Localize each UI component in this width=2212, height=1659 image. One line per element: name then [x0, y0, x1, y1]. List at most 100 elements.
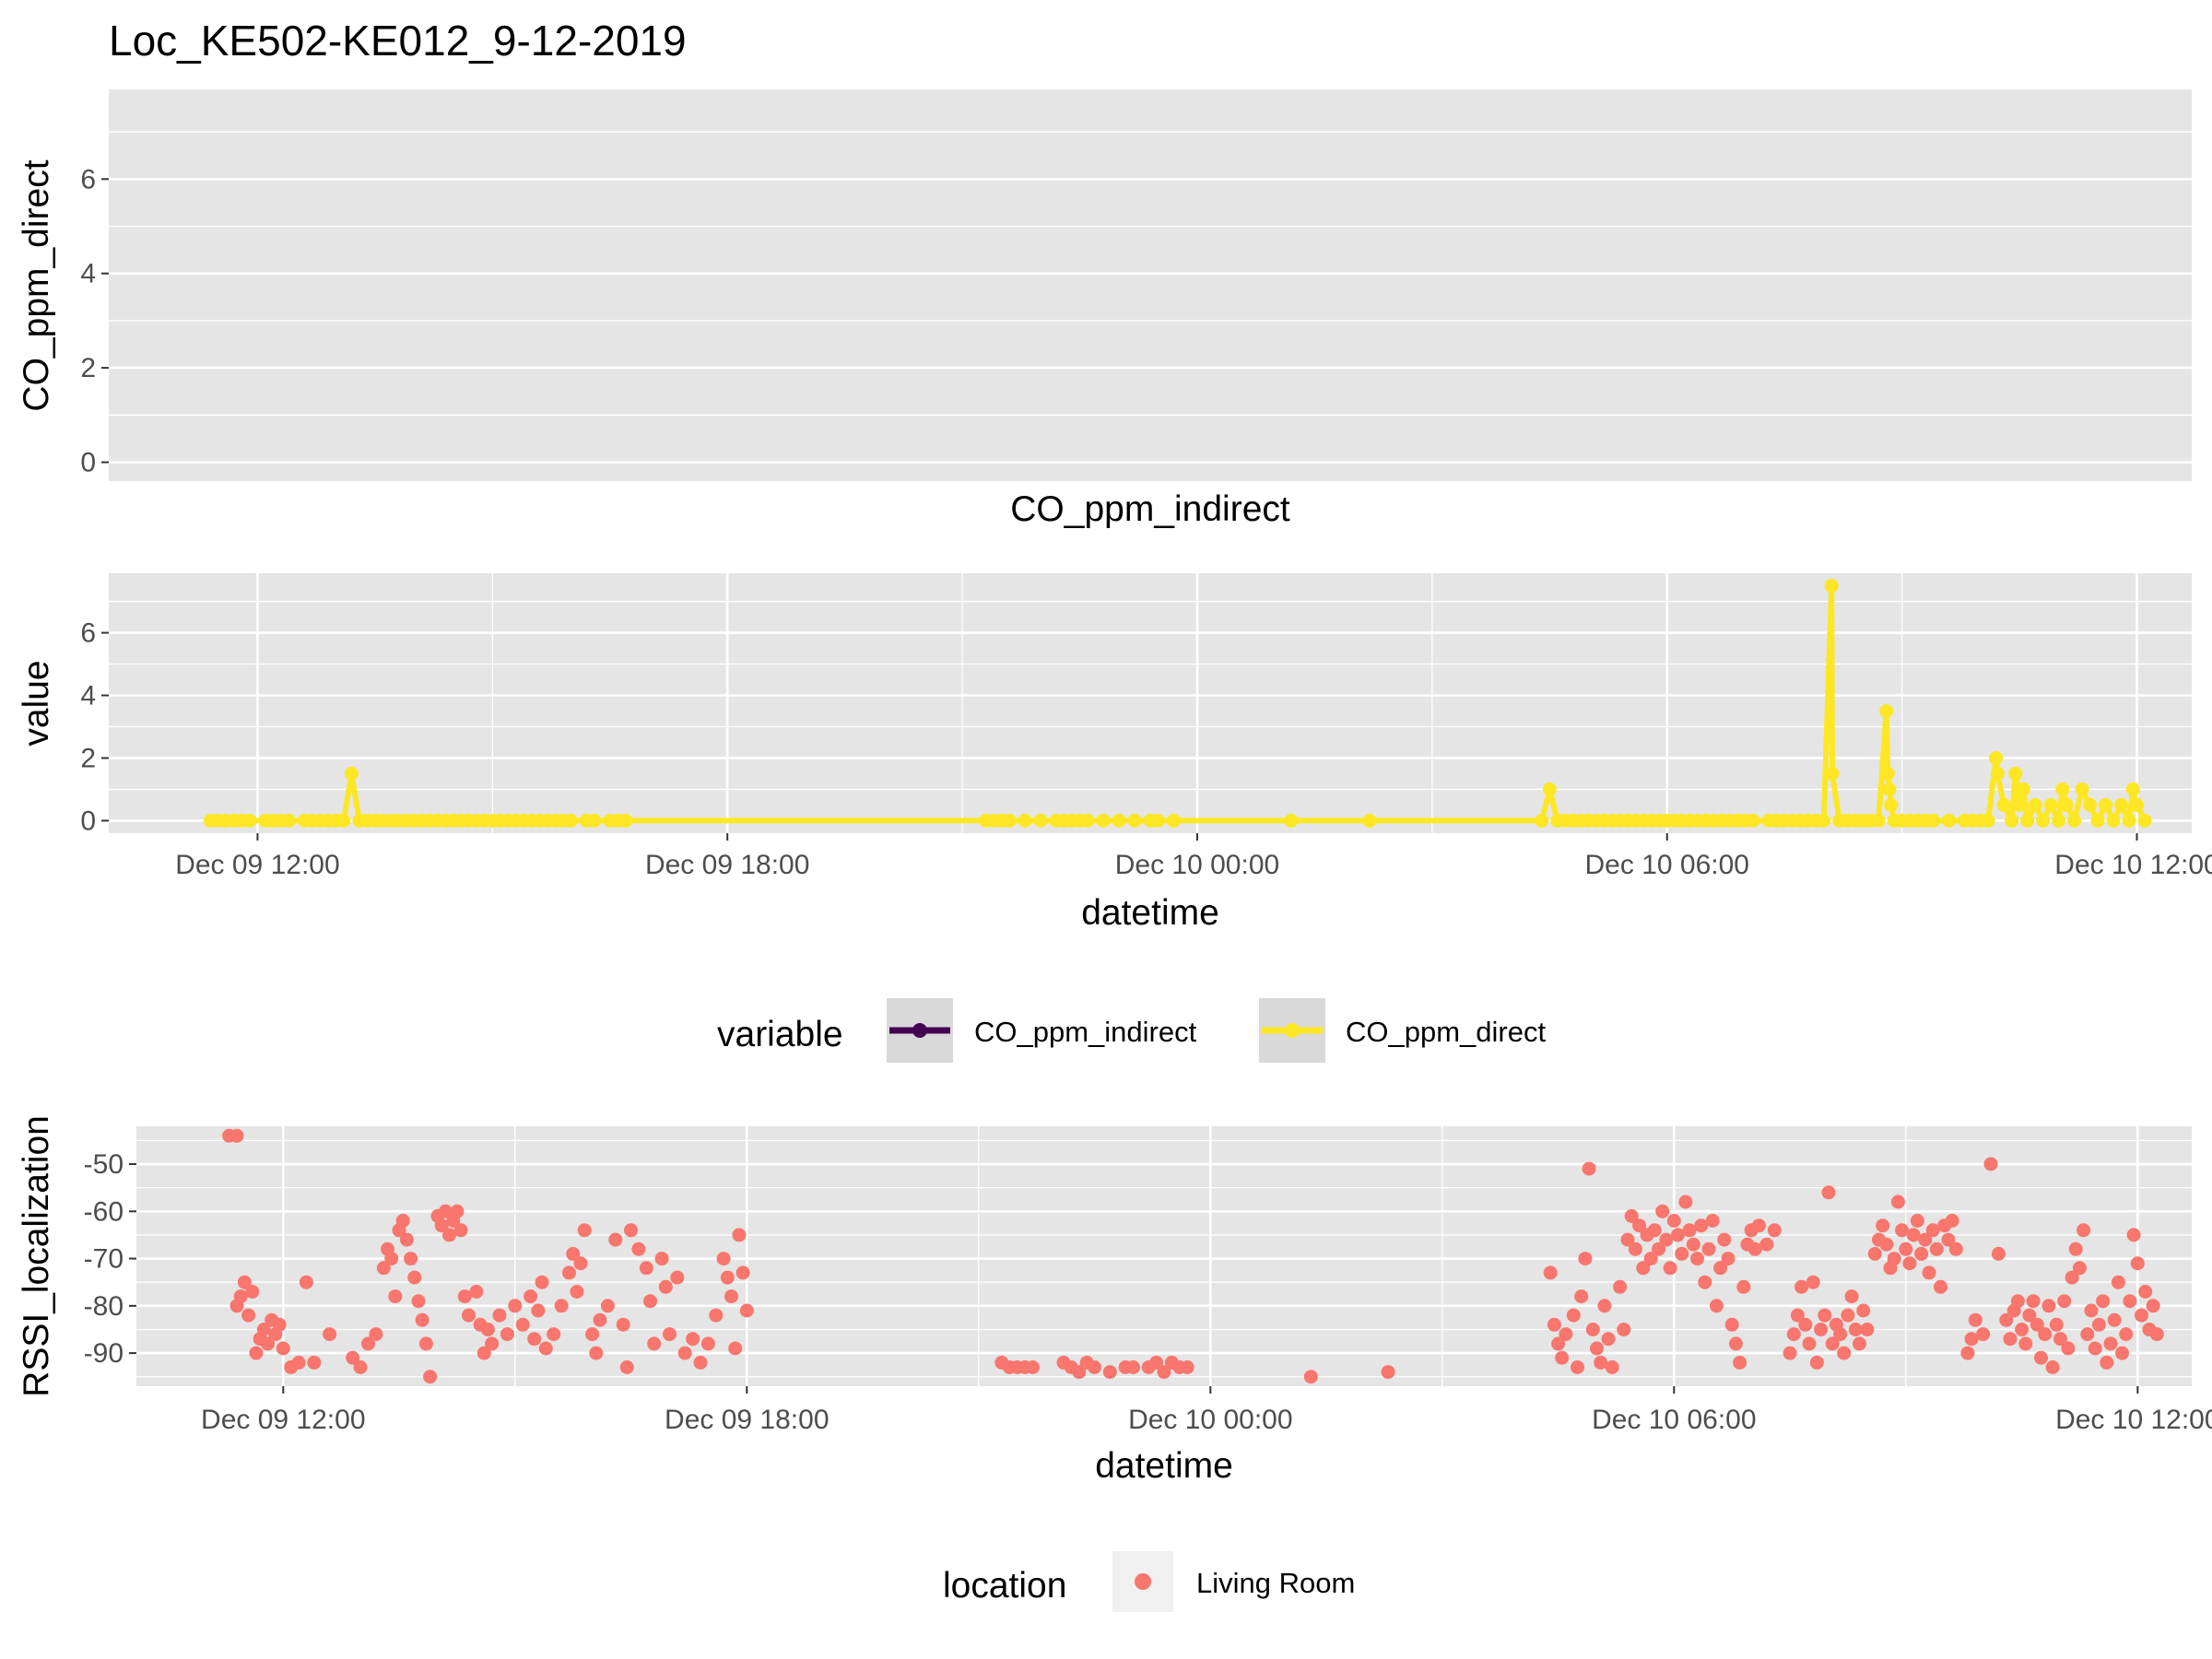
data-point-co-ppm-direct — [1127, 813, 1142, 828]
data-point-living-room — [600, 1299, 615, 1313]
x-tick-label: Dec 09 12:00 — [175, 850, 339, 880]
data-point-living-room — [2038, 1327, 2053, 1342]
y-tick-label: -50 — [84, 1149, 124, 1180]
data-point-living-room — [1721, 1252, 1735, 1266]
data-point-living-room — [485, 1336, 500, 1351]
data-point-living-room — [1922, 1265, 1936, 1280]
data-point-living-room — [585, 1327, 600, 1342]
data-point-living-room — [1571, 1360, 1584, 1374]
data-point-living-room — [1906, 1228, 1921, 1242]
data-point-living-room — [1794, 1279, 1809, 1294]
data-point-living-room — [1613, 1279, 1628, 1294]
data-point-co-ppm-direct — [2059, 797, 2074, 812]
data-point-living-room — [1767, 1223, 1782, 1238]
data-point-co-ppm-direct — [1746, 813, 1760, 828]
rssi-panel-background — [136, 1126, 2192, 1386]
data-point-co-ppm-direct — [2005, 813, 2019, 828]
data-point-co-ppm-direct — [2052, 813, 2066, 828]
data-point-living-room — [1983, 1157, 1998, 1171]
data-point-living-room — [1736, 1279, 1751, 1294]
data-point-living-room — [1655, 1204, 1670, 1218]
data-point-living-room — [418, 1336, 433, 1351]
data-point-living-room — [547, 1327, 561, 1342]
co-value-panel-marks — [204, 579, 2152, 828]
y-tick-label: -90 — [84, 1338, 124, 1369]
data-point-living-room — [323, 1327, 337, 1342]
data-point-co-ppm-direct — [1033, 813, 1048, 828]
data-point-living-room — [1798, 1317, 1813, 1332]
co-direct-panel-background — [109, 89, 2192, 481]
data-point-living-room — [1968, 1312, 1983, 1327]
data-point-living-room — [686, 1332, 700, 1347]
data-point-living-room — [2003, 1332, 2018, 1347]
legend-label-living-room: Living Room — [1196, 1567, 1355, 1599]
data-point-living-room — [663, 1327, 677, 1342]
data-point-living-room — [388, 1289, 403, 1304]
data-point-living-room — [619, 1360, 634, 1374]
data-point-living-room — [2018, 1336, 2033, 1351]
data-point-living-room — [1594, 1355, 1608, 1370]
data-point-living-room — [2068, 1241, 2083, 1256]
data-point-co-ppm-direct — [1880, 766, 1895, 781]
data-point-living-room — [1701, 1241, 1716, 1256]
data-point-co-ppm-direct — [344, 766, 359, 781]
legend-label-co-ppm-direct: CO_ppm_direct — [1346, 1016, 1546, 1048]
data-point-living-room — [245, 1285, 260, 1299]
data-point-living-room — [1381, 1365, 1395, 1380]
data-point-living-room — [438, 1204, 453, 1218]
data-point-living-room — [732, 1228, 747, 1242]
data-point-living-room — [593, 1312, 607, 1327]
data-point-living-room — [229, 1128, 244, 1143]
data-point-co-ppm-direct — [242, 813, 257, 828]
data-point-living-room — [624, 1223, 638, 1238]
data-point-living-room — [535, 1275, 549, 1289]
data-point-living-room — [1844, 1289, 1859, 1304]
variable-legend-title: variable — [717, 1015, 843, 1054]
data-point-living-room — [480, 1323, 495, 1336]
data-point-living-room — [291, 1355, 306, 1370]
data-point-living-room — [515, 1317, 530, 1332]
data-point-living-room — [369, 1327, 383, 1342]
data-point-living-room — [2119, 1327, 2134, 1342]
data-point-co-ppm-direct — [618, 813, 633, 828]
data-point-living-room — [728, 1341, 743, 1356]
data-point-living-room — [1802, 1336, 1817, 1351]
data-point-living-room — [2080, 1327, 2095, 1342]
data-point-living-room — [1910, 1214, 1924, 1228]
data-point-living-room — [1809, 1355, 1824, 1370]
legend-dot-co-ppm-direct — [1285, 1023, 1300, 1038]
data-point-co-ppm-direct — [1096, 813, 1111, 828]
data-point-living-room — [577, 1223, 592, 1238]
data-point-co-ppm-direct — [1990, 766, 2005, 781]
data-point-co-ppm-direct — [563, 813, 578, 828]
data-point-living-room — [639, 1261, 653, 1276]
data-point-co-ppm-direct — [1879, 704, 1894, 718]
data-point-living-room — [256, 1323, 271, 1336]
data-point-living-room — [1887, 1252, 1901, 1266]
data-point-living-room — [423, 1370, 438, 1384]
data-point-living-room — [1559, 1327, 1573, 1342]
data-point-co-ppm-direct — [1817, 813, 1831, 828]
data-point-living-room — [2045, 1360, 2060, 1374]
data-point-living-room — [1605, 1360, 1619, 1374]
data-point-living-room — [1999, 1312, 2014, 1327]
data-point-living-room — [237, 1275, 252, 1289]
data-point-living-room — [1628, 1241, 1642, 1256]
data-point-living-room — [1818, 1308, 1832, 1323]
data-point-living-room — [2091, 1317, 2106, 1332]
data-point-living-room — [2053, 1332, 2067, 1347]
data-point-co-ppm-direct — [1942, 813, 1957, 828]
data-point-co-ppm-direct — [1825, 766, 1840, 781]
y-tick-label: -80 — [84, 1291, 124, 1322]
data-point-living-room — [492, 1308, 507, 1323]
y-tick-label: 2 — [80, 353, 96, 383]
data-point-living-room — [276, 1341, 290, 1356]
data-point-co-ppm-direct — [2012, 797, 2027, 812]
data-point-living-room — [1574, 1289, 1589, 1304]
data-point-co-ppm-direct — [587, 813, 602, 828]
data-point-living-room — [1690, 1252, 1704, 1266]
co-value-y-axis-label: value — [17, 660, 56, 746]
data-point-living-room — [2111, 1275, 2125, 1289]
data-point-living-room — [1783, 1346, 1797, 1360]
variable-legend: variable CO_ppm_indirect CO_ppm_direct — [717, 998, 1546, 1063]
